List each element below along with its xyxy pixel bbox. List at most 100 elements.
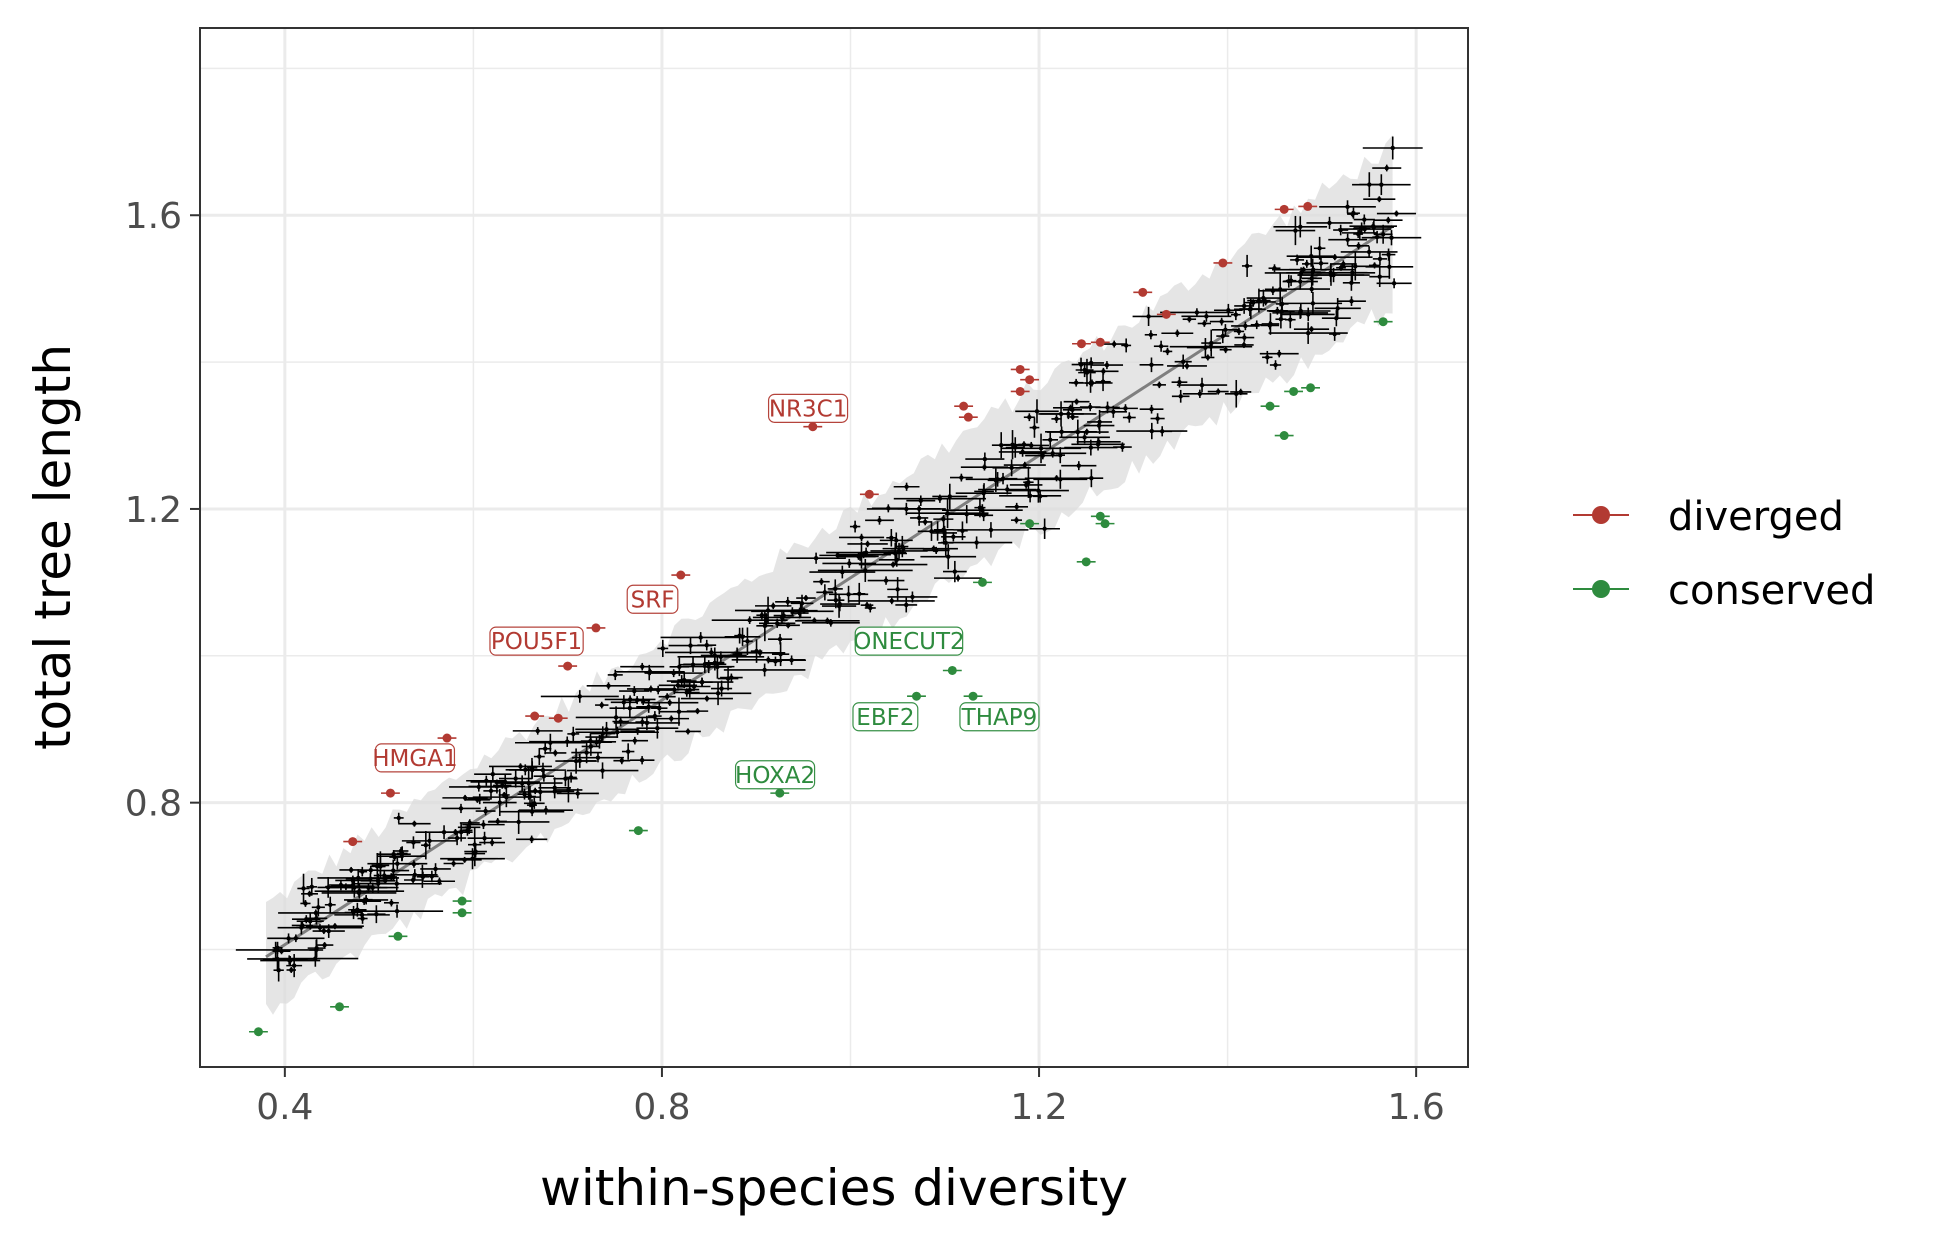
background-point bbox=[462, 824, 473, 836]
background-point bbox=[613, 757, 631, 765]
point-marker bbox=[747, 617, 752, 623]
point-marker bbox=[488, 788, 494, 794]
background-point bbox=[482, 789, 517, 817]
background-point bbox=[822, 558, 877, 568]
background-point bbox=[516, 835, 548, 844]
background-point bbox=[1342, 274, 1360, 291]
point-conserved bbox=[1274, 431, 1294, 441]
background-point bbox=[519, 782, 562, 802]
background-point bbox=[1214, 303, 1243, 317]
point-marker bbox=[1050, 451, 1055, 456]
background-point bbox=[1219, 346, 1232, 354]
point-marker bbox=[1149, 362, 1154, 368]
point-marker bbox=[1378, 317, 1388, 327]
point-marker bbox=[889, 598, 894, 604]
background-point bbox=[879, 552, 915, 567]
background-point bbox=[649, 684, 700, 695]
point-marker bbox=[982, 464, 987, 470]
background-point bbox=[624, 696, 651, 705]
point-marker bbox=[777, 637, 783, 642]
point-conserved bbox=[1076, 557, 1096, 567]
background-point bbox=[1040, 408, 1097, 420]
point-marker bbox=[389, 900, 394, 905]
point-diverged bbox=[343, 837, 363, 847]
point-marker bbox=[647, 670, 652, 675]
axes: 0.4 0.8 1.2 1.6 0.8 1.2 1.6 bbox=[125, 196, 1445, 1128]
background-point bbox=[1272, 306, 1329, 319]
background-point bbox=[671, 678, 734, 687]
background-point bbox=[1352, 174, 1411, 196]
point-conserved bbox=[907, 691, 926, 701]
point-marker bbox=[669, 716, 674, 721]
point-marker bbox=[1318, 261, 1324, 266]
point-marker bbox=[1197, 391, 1203, 396]
point-marker bbox=[563, 661, 573, 671]
point-marker bbox=[382, 873, 387, 878]
point-marker bbox=[1380, 232, 1386, 237]
background-point bbox=[1372, 230, 1382, 244]
point-marker bbox=[1238, 389, 1243, 395]
point-marker bbox=[1076, 463, 1081, 468]
background-point bbox=[777, 655, 806, 665]
point-marker bbox=[595, 755, 601, 760]
point-marker bbox=[1241, 303, 1247, 309]
point-marker bbox=[813, 556, 819, 561]
point-marker bbox=[765, 608, 771, 613]
point-marker bbox=[591, 623, 601, 633]
point-marker bbox=[504, 794, 509, 800]
point-marker bbox=[1341, 261, 1346, 267]
background-point bbox=[1230, 309, 1241, 321]
point-marker bbox=[1096, 423, 1102, 428]
point-marker bbox=[1377, 274, 1382, 279]
point-marker bbox=[859, 535, 864, 540]
point-diverged bbox=[548, 713, 568, 723]
point-marker bbox=[553, 750, 558, 756]
point-marker bbox=[1309, 327, 1314, 332]
point-marker bbox=[1309, 286, 1314, 292]
point-marker bbox=[1251, 300, 1256, 305]
background-point bbox=[1289, 266, 1319, 273]
point-marker bbox=[427, 838, 432, 844]
background-point bbox=[563, 753, 597, 768]
point-marker bbox=[937, 496, 943, 501]
background-point bbox=[922, 546, 950, 554]
point-marker bbox=[951, 534, 956, 539]
background-point bbox=[300, 900, 311, 907]
point-marker bbox=[253, 1027, 263, 1037]
point-marker bbox=[1279, 301, 1285, 307]
point-diverged bbox=[1213, 258, 1233, 268]
point-diverged bbox=[954, 401, 974, 411]
background-point bbox=[945, 505, 989, 524]
background-point bbox=[362, 866, 379, 874]
background-point bbox=[1015, 399, 1059, 424]
point-marker bbox=[604, 727, 609, 732]
point-marker bbox=[1015, 386, 1025, 396]
confidence-ribbon bbox=[266, 135, 1393, 1015]
point-marker bbox=[646, 704, 651, 710]
point-marker bbox=[627, 706, 633, 711]
point-marker bbox=[846, 592, 851, 597]
point-conserved bbox=[249, 1027, 268, 1037]
point-marker bbox=[314, 916, 319, 921]
background-point bbox=[816, 584, 834, 601]
point-diverged bbox=[958, 412, 978, 422]
background-point bbox=[498, 769, 533, 788]
point-marker bbox=[1068, 405, 1073, 411]
point-marker bbox=[828, 620, 834, 626]
background-point bbox=[1160, 308, 1234, 317]
background-point bbox=[918, 518, 933, 526]
background-point bbox=[1171, 376, 1188, 388]
background-point bbox=[828, 585, 869, 603]
gene-label-hmga1: HMGA1 bbox=[372, 743, 458, 773]
background-point bbox=[447, 856, 482, 863]
background-point bbox=[464, 841, 486, 867]
point-marker bbox=[1242, 335, 1247, 340]
point-diverged bbox=[1156, 309, 1176, 319]
background-point bbox=[357, 873, 400, 894]
background-point bbox=[329, 879, 353, 891]
point-marker bbox=[865, 541, 870, 547]
point-marker bbox=[676, 709, 682, 714]
point-marker bbox=[941, 527, 946, 532]
background-point bbox=[1273, 216, 1328, 238]
